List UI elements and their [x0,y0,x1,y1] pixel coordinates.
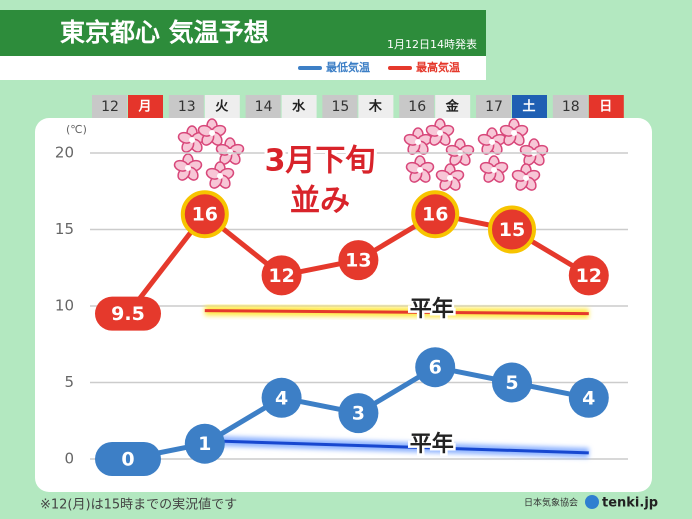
point-marker [488,205,536,254]
legend-band [0,56,486,80]
day-box [399,95,435,118]
day-label: 18 [562,99,580,115]
weekday-box [128,95,163,118]
normal-line [204,309,589,316]
brand-icon [585,495,599,509]
value-label: 3 [352,403,365,425]
value-label: 15 [499,219,525,241]
weekday-box [204,95,240,118]
point-marker [184,423,225,464]
footnote: ※12(月)は15時までの実況値です [40,497,237,513]
day-label: 12 [101,99,119,115]
y-tick-label: 10 [55,297,74,315]
day-box [92,95,127,118]
point-marker [338,240,379,281]
y-unit: (℃) [66,123,87,136]
normal-label: 平年 [410,431,454,457]
point-marker [568,255,609,296]
point-marker [568,377,609,418]
normal-label: 平年 [410,296,454,322]
y-tick-label: 15 [55,220,74,238]
weekday-label: 木 [368,99,383,115]
weekday-box [512,95,547,118]
value-label: 6 [429,357,442,379]
value-label: 4 [582,387,595,409]
weekday-label: 火 [215,100,229,115]
weekday-box [281,95,317,118]
day-label: 13 [178,99,196,115]
point-marker [338,393,379,434]
point-marker [492,362,532,403]
subtitle: 1月12日14時発表 [387,37,477,51]
value-label: 1 [198,433,211,455]
value-label: 16 [422,204,448,226]
point-marker [415,347,456,388]
day-box [168,95,204,118]
weekday-label: 金 [445,99,460,115]
value-label: 0 [121,449,134,471]
value-label: 9.5 [111,303,145,325]
point-marker [261,255,302,296]
day-box [552,95,588,118]
day-box [322,95,358,118]
value-label: 13 [345,250,371,272]
weekday-box [435,95,471,118]
weekday-label: 月 [137,100,151,115]
y-tick-label: 5 [64,373,74,391]
y-tick-label: 0 [64,450,74,468]
point-marker [180,190,229,239]
brand: tenki.jp [602,496,658,511]
day-label: 16 [408,99,426,115]
credit: 日本気象協会 [524,497,578,509]
weekday-label: 水 [292,99,306,115]
y-tick-label: 20 [55,144,74,162]
value-label: 4 [275,387,288,409]
value-label: 12 [268,265,294,287]
weekday-label: 土 [522,99,535,115]
point-marker [95,442,161,476]
annotation: 3月下旬 [265,144,376,179]
point-marker [411,190,460,239]
point-marker [261,377,302,418]
legend-label: 最低気温 [326,60,370,74]
annotation: 並み [290,184,350,219]
day-label: 14 [255,99,273,115]
weekday-box [358,95,394,118]
title-band [0,10,486,56]
point-marker [95,296,161,331]
value-label: 12 [576,265,602,287]
day-box [245,95,281,118]
weekday-label: 日 [599,100,612,115]
legend-label: 最高気温 [416,60,460,74]
weekday-box [588,95,624,118]
chart-title: 東京都心 気温予想 [60,18,269,47]
day-box [476,95,511,118]
day-label: 15 [331,99,349,115]
value-label: 16 [192,204,218,226]
value-label: 5 [505,372,518,394]
day-label: 17 [485,99,503,115]
normal-line [204,439,589,455]
